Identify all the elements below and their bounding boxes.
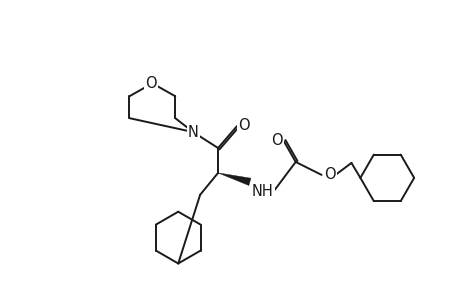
Polygon shape	[218, 173, 251, 185]
Text: O: O	[323, 167, 335, 182]
Text: NH: NH	[252, 184, 273, 199]
Text: N: N	[187, 124, 198, 140]
Text: O: O	[238, 118, 249, 133]
Text: O: O	[145, 76, 157, 91]
Text: O: O	[270, 133, 282, 148]
